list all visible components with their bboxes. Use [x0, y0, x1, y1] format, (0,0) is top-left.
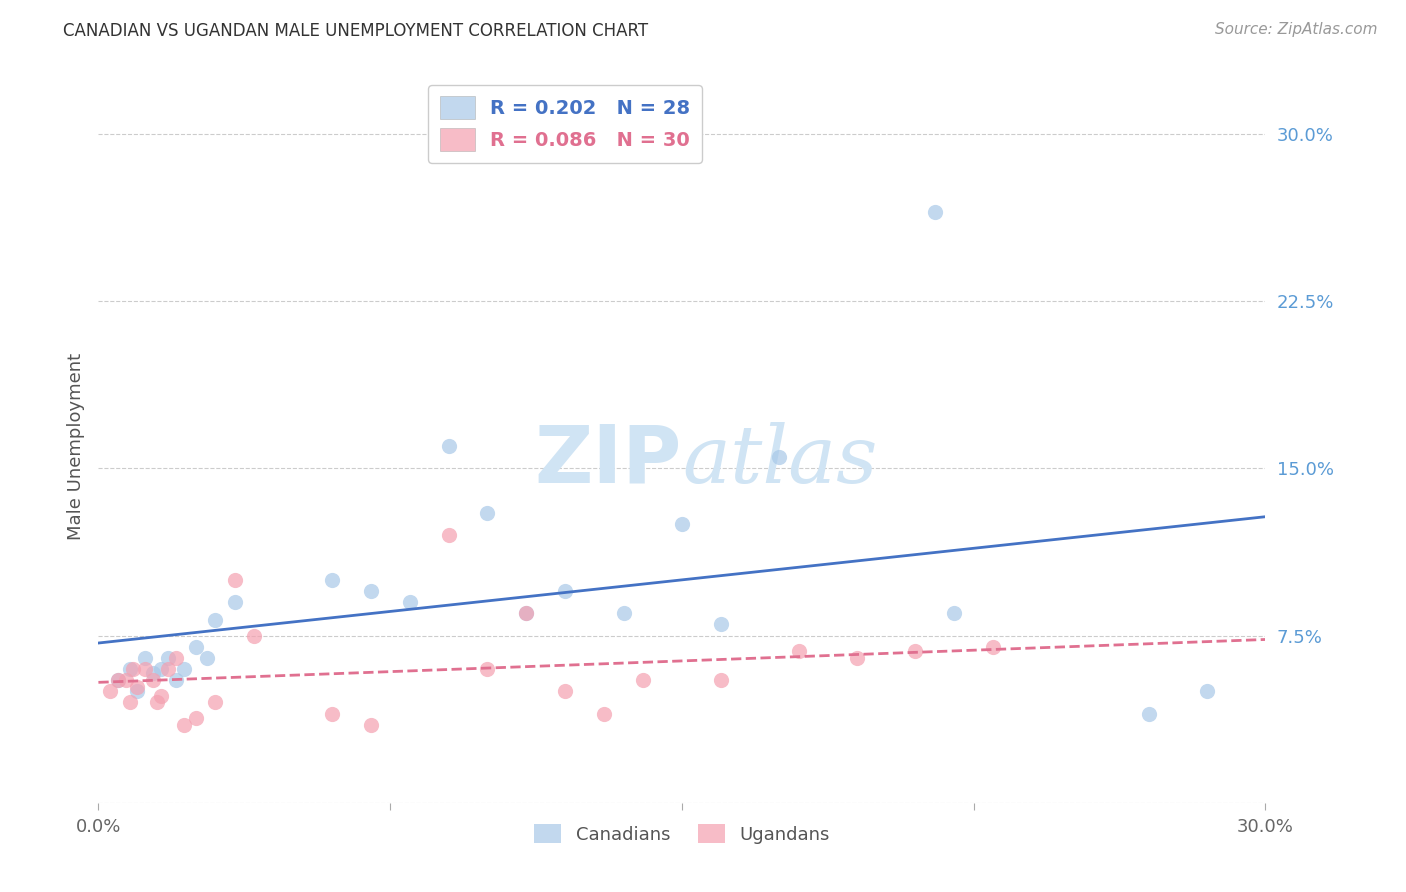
Point	[204, 696, 226, 710]
Point	[593, 706, 616, 721]
Point	[184, 711, 207, 725]
Point	[149, 689, 172, 703]
Point	[924, 204, 946, 219]
Point	[671, 516, 693, 531]
Point	[613, 607, 636, 621]
Point	[157, 662, 180, 676]
Point	[981, 640, 1004, 654]
Point	[173, 662, 195, 676]
Point	[437, 439, 460, 453]
Text: CANADIAN VS UGANDAN MALE UNEMPLOYMENT CORRELATION CHART: CANADIAN VS UGANDAN MALE UNEMPLOYMENT CO…	[63, 22, 648, 40]
Point	[195, 651, 218, 665]
Point	[360, 717, 382, 731]
Point	[243, 628, 266, 642]
Text: atlas: atlas	[682, 422, 877, 499]
Point	[107, 673, 129, 687]
Point	[173, 717, 195, 731]
Point	[127, 684, 149, 698]
Point	[398, 595, 420, 609]
Point	[710, 617, 733, 632]
Point	[165, 651, 187, 665]
Point	[787, 644, 810, 658]
Y-axis label: Male Unemployment: Male Unemployment	[66, 352, 84, 540]
Point	[437, 528, 460, 542]
Text: ZIP: ZIP	[534, 421, 682, 500]
Point	[146, 696, 169, 710]
Point	[554, 684, 576, 698]
Point	[134, 662, 156, 676]
Point	[1137, 706, 1160, 721]
Point	[98, 684, 121, 698]
Legend: Canadians, Ugandans: Canadians, Ugandans	[527, 817, 837, 851]
Point	[515, 607, 537, 621]
Point	[142, 673, 165, 687]
Point	[149, 662, 172, 676]
Point	[118, 696, 141, 710]
Point	[122, 662, 145, 676]
Point	[184, 640, 207, 654]
Point	[204, 613, 226, 627]
Point	[846, 651, 869, 665]
Point	[515, 607, 537, 621]
Point	[118, 662, 141, 676]
Point	[127, 680, 149, 694]
Point	[165, 673, 187, 687]
Point	[1195, 684, 1218, 698]
Point	[360, 583, 382, 598]
Point	[224, 595, 246, 609]
Point	[477, 506, 499, 520]
Text: Source: ZipAtlas.com: Source: ZipAtlas.com	[1215, 22, 1378, 37]
Point	[554, 583, 576, 598]
Point	[157, 651, 180, 665]
Point	[134, 651, 156, 665]
Point	[768, 450, 790, 464]
Point	[477, 662, 499, 676]
Point	[943, 607, 966, 621]
Point	[224, 573, 246, 587]
Point	[114, 673, 136, 687]
Point	[321, 706, 343, 721]
Point	[107, 673, 129, 687]
Point	[321, 573, 343, 587]
Point	[710, 673, 733, 687]
Point	[631, 673, 654, 687]
Point	[904, 644, 927, 658]
Point	[142, 666, 165, 681]
